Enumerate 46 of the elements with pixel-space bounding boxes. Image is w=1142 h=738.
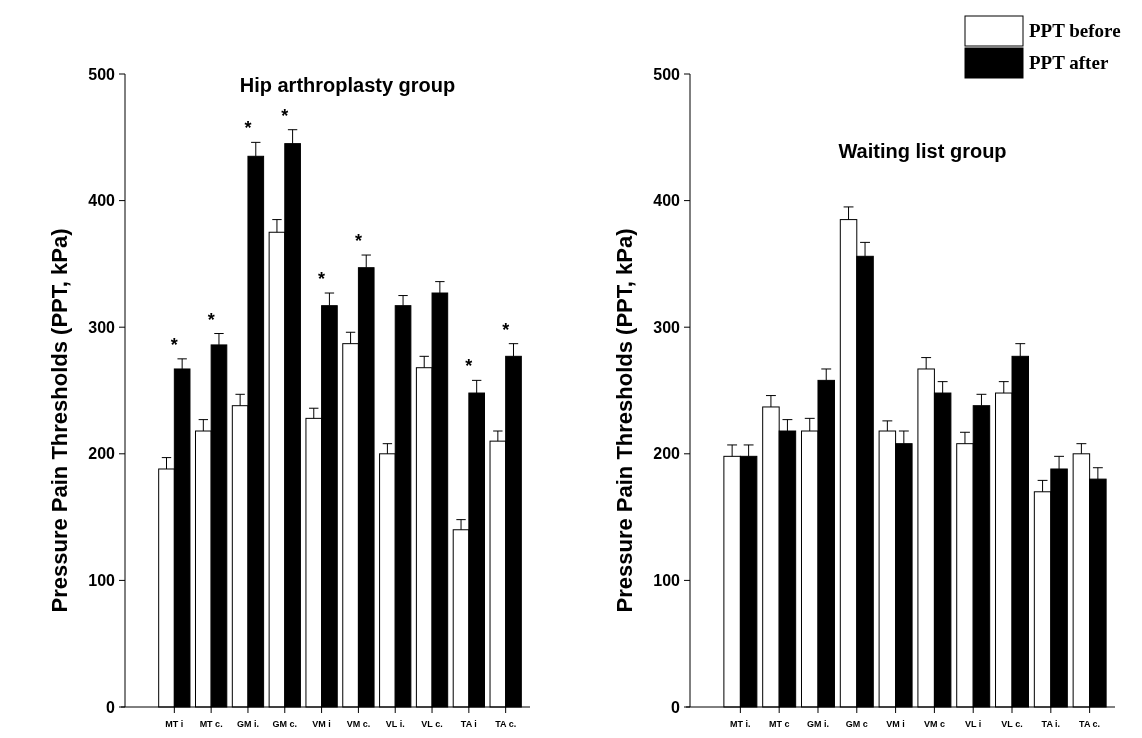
annotation: *: [281, 105, 289, 126]
y-tick-label: 0: [671, 698, 681, 716]
x-tick-label: GM c: [845, 719, 868, 729]
x-tick-label: TA c.: [1079, 719, 1101, 729]
annotation: *: [465, 356, 473, 377]
x-tick-label: GM c.: [272, 719, 298, 729]
x-tick-label: TA i: [460, 719, 477, 729]
y-tick-label: 400: [653, 192, 681, 210]
y-axis-title: Pressure Pain Thresholds (PPT, kPa): [612, 228, 637, 613]
y-tick-label: 0: [106, 698, 116, 716]
x-tick-label: VM c.: [346, 719, 371, 729]
x-tick-label: VM i: [312, 719, 331, 729]
x-tick-label: VM c: [923, 719, 945, 729]
annotation: *: [244, 118, 252, 139]
y-tick-label: 100: [653, 572, 681, 589]
x-tick-label: TA c.: [495, 719, 517, 729]
x-tick-label: VL i: [965, 719, 982, 729]
annotation: *: [354, 231, 362, 252]
y-tick-label: 500: [653, 65, 681, 83]
annotation: *: [170, 334, 178, 355]
annotation: *: [318, 269, 326, 290]
y-tick-label: 200: [88, 445, 116, 463]
x-tick-label: VM i: [886, 719, 905, 729]
x-tick-label: VL i.: [385, 719, 405, 729]
chart-title: Hip arthroplasty group: [239, 74, 456, 96]
x-tick-label: VL c.: [421, 719, 443, 729]
text: Waiting list group: [838, 140, 1007, 162]
y-tick-label: 400: [88, 192, 116, 210]
y-tick-label: 300: [653, 318, 681, 336]
x-tick-label: MT i: [165, 719, 184, 729]
x-tick-label: GM i.: [806, 719, 829, 729]
x-tick-label: GM i.: [236, 719, 259, 729]
x-tick-label: MT c.: [199, 719, 223, 729]
y-tick-label: 200: [653, 445, 681, 463]
x-tick-label: MT c: [768, 719, 790, 729]
legend-label: PPT after: [1029, 52, 1109, 73]
y-tick-label: 500: [88, 65, 116, 83]
y-tick-label: 100: [88, 572, 116, 589]
y-axis-title: Pressure Pain Thresholds (PPT, kPa): [47, 228, 72, 613]
x-tick-label: TA i.: [1041, 719, 1061, 729]
y-tick-label: 300: [88, 318, 116, 336]
x-tick-label: VL c.: [1001, 719, 1023, 729]
legend-label: PPT before: [1029, 20, 1121, 41]
annotation: *: [207, 309, 215, 330]
x-tick-label: MT i.: [730, 719, 751, 729]
annotation: *: [502, 319, 510, 340]
